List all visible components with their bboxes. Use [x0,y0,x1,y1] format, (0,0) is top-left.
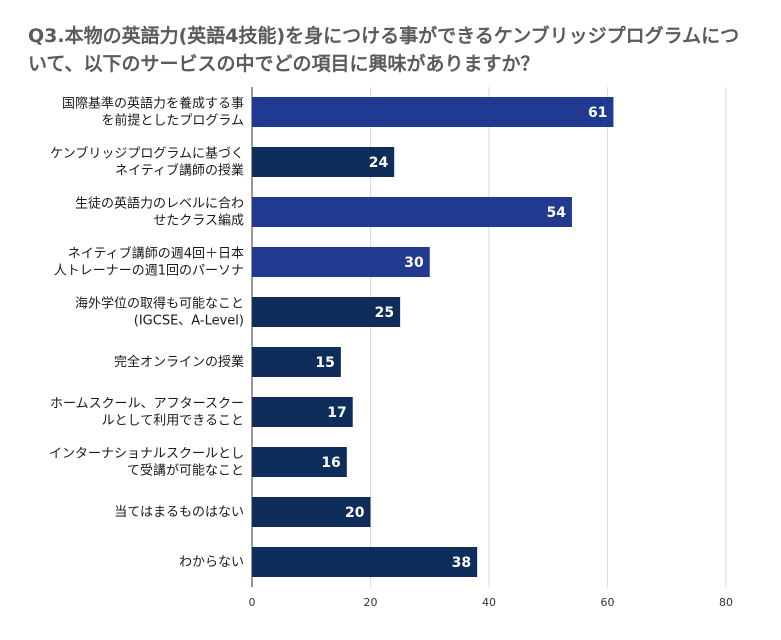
chart-title: Q3.本物の英語力(英語4技能)を身につける事ができるケンブリッジプログラムにつ… [28,25,740,75]
bar-value-label: 54 [546,205,566,221]
bar-value-label: 20 [345,505,365,521]
bar [252,447,347,477]
x-tick-label: 0 [249,596,256,609]
bar-value-label: 15 [315,355,334,371]
category-label: わからない [179,555,244,570]
x-tick-label: 80 [719,596,733,609]
category-label: 国際基準の英語力を養成する事を前提としたプログラム [62,96,244,129]
bar [252,297,401,327]
x-tick-label: 20 [364,596,378,609]
category-label: ネイティブ講師の週4回＋日本人トレーナーの週1回のパーソナ [54,246,244,279]
bar-value-label: 30 [404,255,424,271]
bar [252,347,341,377]
bar [252,247,430,277]
category-label: 完全オンラインの授業 [114,354,244,370]
bar [252,547,478,577]
bar-value-label: 24 [369,155,389,171]
bar-value-label: 38 [452,555,471,571]
bar-value-label: 25 [375,305,394,321]
bar [252,497,371,527]
bar [252,147,395,177]
category-label: 当てはまるものはない [114,505,244,520]
bar [252,397,353,427]
bar-value-label: 17 [327,405,346,421]
category-label: 生徒の英語力のレベルに合わせたクラス編成 [75,196,244,229]
bar [252,97,614,127]
category-label: ホームスクール、アフタースクールとして利用できること [50,397,244,429]
bar-value-label: 61 [588,105,607,121]
category-label: 海外学位の取得も可能なこと(IGCSE、A-Level) [75,296,244,329]
category-label: インターナショナルスクールとして受講が可能なこと [49,447,244,479]
bar-value-label: 16 [321,455,340,471]
category-label: ケンブリッジプログラムに基づくネイティブ講師の授業 [50,146,244,179]
bar [252,197,572,227]
x-tick-label: 40 [482,596,496,609]
x-tick-label: 60 [601,596,615,609]
